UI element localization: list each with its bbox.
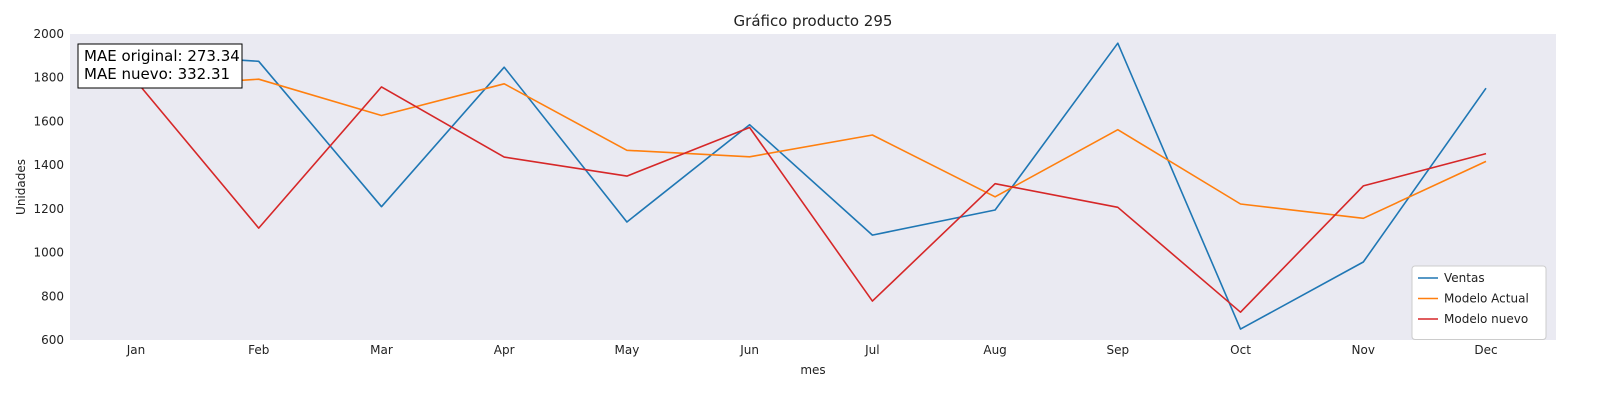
legend-frame <box>1411 265 1547 340</box>
legend-label: Modelo nuevo <box>1444 312 1528 326</box>
x-tick-label: Mar <box>370 343 393 357</box>
series-line <box>135 42 1487 330</box>
series-layer <box>135 42 1487 330</box>
x-tick-label: Nov <box>1352 343 1375 357</box>
plot-area <box>70 34 1556 340</box>
x-tick-label: Apr <box>494 343 515 357</box>
y-tick-label: 1400 <box>33 158 64 172</box>
x-tick-label: Dec <box>1474 343 1497 357</box>
y-tick-label: 1600 <box>33 114 64 128</box>
y-tick-label: 600 <box>41 333 64 347</box>
annotation-mae-nuevo: MAE nuevo: 332.31 <box>84 65 230 83</box>
legend: Ventas Modelo Actual Modelo nuevo <box>1411 265 1547 340</box>
x-tick-label: Feb <box>248 343 269 357</box>
y-tick-label: 1200 <box>33 202 64 216</box>
series-line <box>135 80 1487 314</box>
y-tick-label: 1000 <box>33 246 64 260</box>
y-axis: 600 800 1000 1200 1400 1600 1800 2000 <box>33 27 64 347</box>
y-tick-label: 1800 <box>33 71 64 85</box>
x-tick-label: Jul <box>864 343 879 357</box>
x-axis-label: mes <box>800 363 825 377</box>
chart-title: Gráfico producto 295 <box>734 12 893 30</box>
y-tick-label: 2000 <box>33 27 64 41</box>
annotation-box-border <box>77 43 243 89</box>
legend-label: Ventas <box>1444 271 1485 285</box>
y-tick-label: 800 <box>41 289 64 303</box>
x-tick-label: Jun <box>739 343 759 357</box>
x-tick-label: Sep <box>1107 343 1130 357</box>
x-tick-label: May <box>615 343 640 357</box>
x-tick-label: Aug <box>983 343 1006 357</box>
mae-annotation: MAE original: 273.34 MAE nuevo: 332.31 <box>77 43 243 89</box>
legend-label: Modelo Actual <box>1444 292 1529 306</box>
x-tick-label: Jan <box>126 343 146 357</box>
annotation-mae-original: MAE original: 273.34 <box>84 47 240 65</box>
x-axis: Jan Feb Mar Apr May Jun Jul Aug Sep Oct Nov Dec <box>126 343 1498 357</box>
x-tick-label: Oct <box>1230 343 1251 357</box>
y-axis-label: Unidades <box>14 159 28 215</box>
